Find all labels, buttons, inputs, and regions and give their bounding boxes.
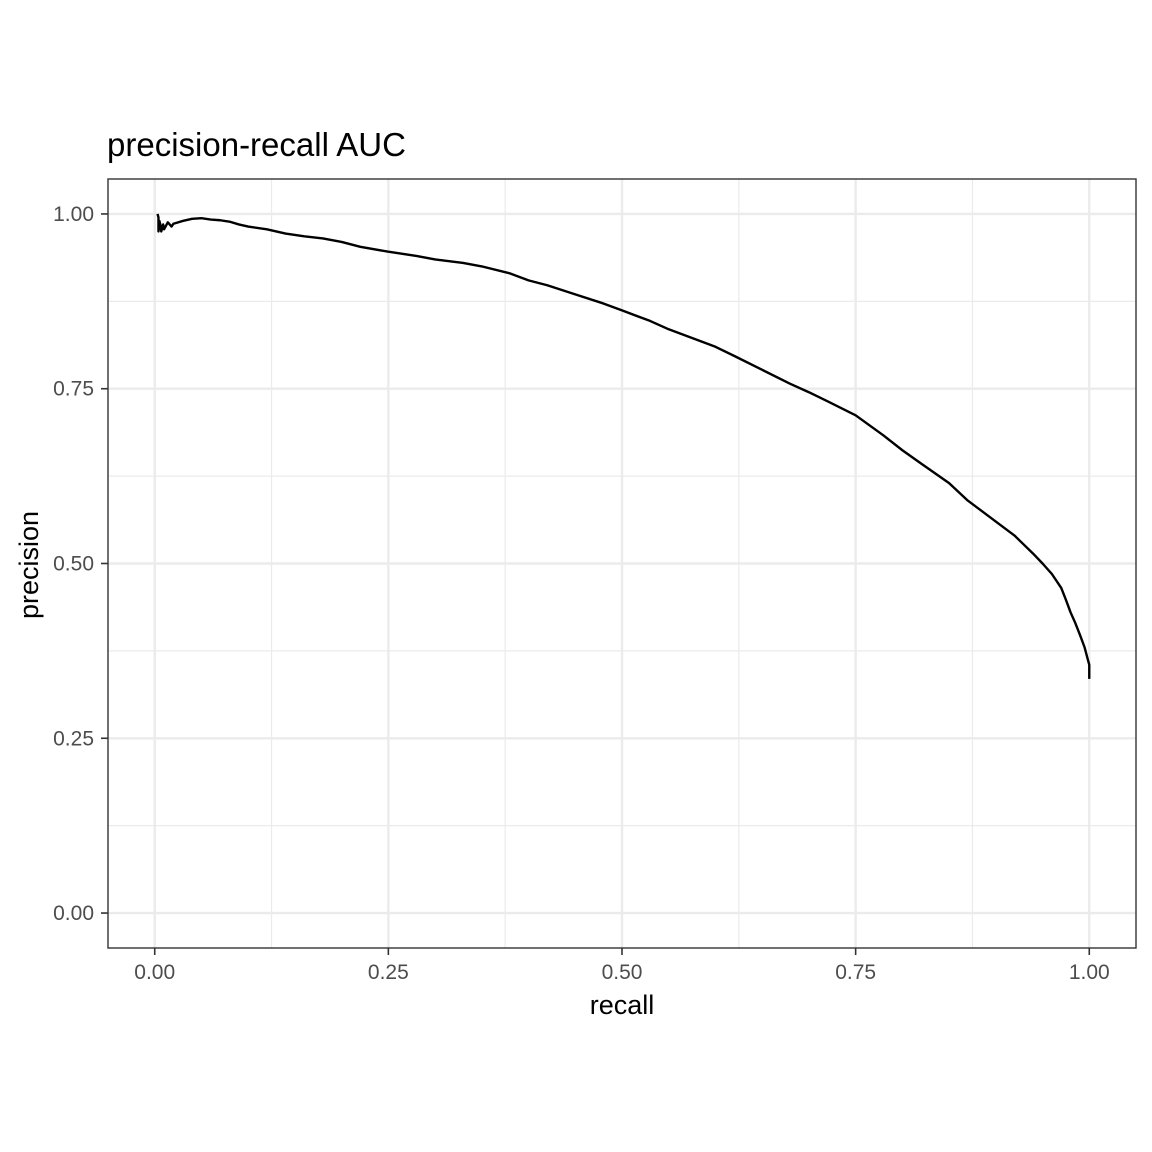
x-axis: 0.00 0.25 0.50 0.75 1.00 (134, 948, 1110, 984)
y-tick-label: 0.75 (53, 378, 94, 401)
x-tick-label: 0.75 (835, 961, 876, 984)
x-tick-label: 0.50 (602, 961, 643, 984)
y-tick-label: 0.00 (53, 902, 94, 925)
pr-curve-line (156, 213, 1091, 679)
x-tick-label: 1.00 (1069, 961, 1110, 984)
x-tick-label: 0.25 (368, 961, 409, 984)
y-axis-title: precision (14, 511, 44, 619)
y-axis: 0.00 0.25 0.50 0.75 1.00 (53, 203, 108, 925)
chart-title: precision-recall AUC (107, 126, 406, 163)
x-tick-label: 0.00 (134, 961, 175, 984)
y-tick-label: 0.25 (53, 727, 94, 750)
x-axis-title: recall (590, 990, 655, 1020)
y-tick-label: 1.00 (53, 203, 94, 226)
y-tick-label: 0.50 (53, 553, 94, 576)
grid (108, 179, 1136, 948)
